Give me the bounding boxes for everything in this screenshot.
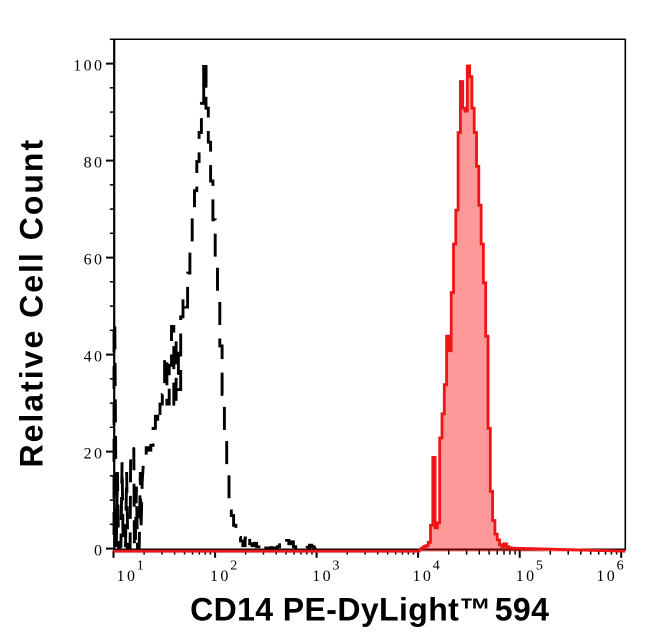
svg-text:Relative Cell Count: Relative Cell Count xyxy=(13,138,49,468)
svg-text:0: 0 xyxy=(94,543,104,560)
svg-text:6: 6 xyxy=(617,559,624,574)
svg-text:2: 2 xyxy=(230,559,237,574)
svg-text:60: 60 xyxy=(84,252,105,269)
svg-text:10: 10 xyxy=(412,568,433,585)
svg-text:CD14 PE-DyLight™ 594: CD14 PE-DyLight™ 594 xyxy=(190,592,549,628)
svg-text:10: 10 xyxy=(117,568,138,585)
svg-text:1: 1 xyxy=(137,559,144,574)
svg-text:4: 4 xyxy=(433,559,440,574)
svg-text:10: 10 xyxy=(516,568,537,585)
svg-text:3: 3 xyxy=(332,559,339,574)
svg-text:40: 40 xyxy=(84,349,105,366)
svg-text:10: 10 xyxy=(596,568,617,585)
svg-text:100: 100 xyxy=(73,58,104,75)
svg-text:10: 10 xyxy=(210,568,231,585)
svg-text:5: 5 xyxy=(536,559,543,574)
svg-text:80: 80 xyxy=(84,155,105,172)
svg-text:10: 10 xyxy=(312,568,333,585)
svg-text:20: 20 xyxy=(84,446,105,463)
